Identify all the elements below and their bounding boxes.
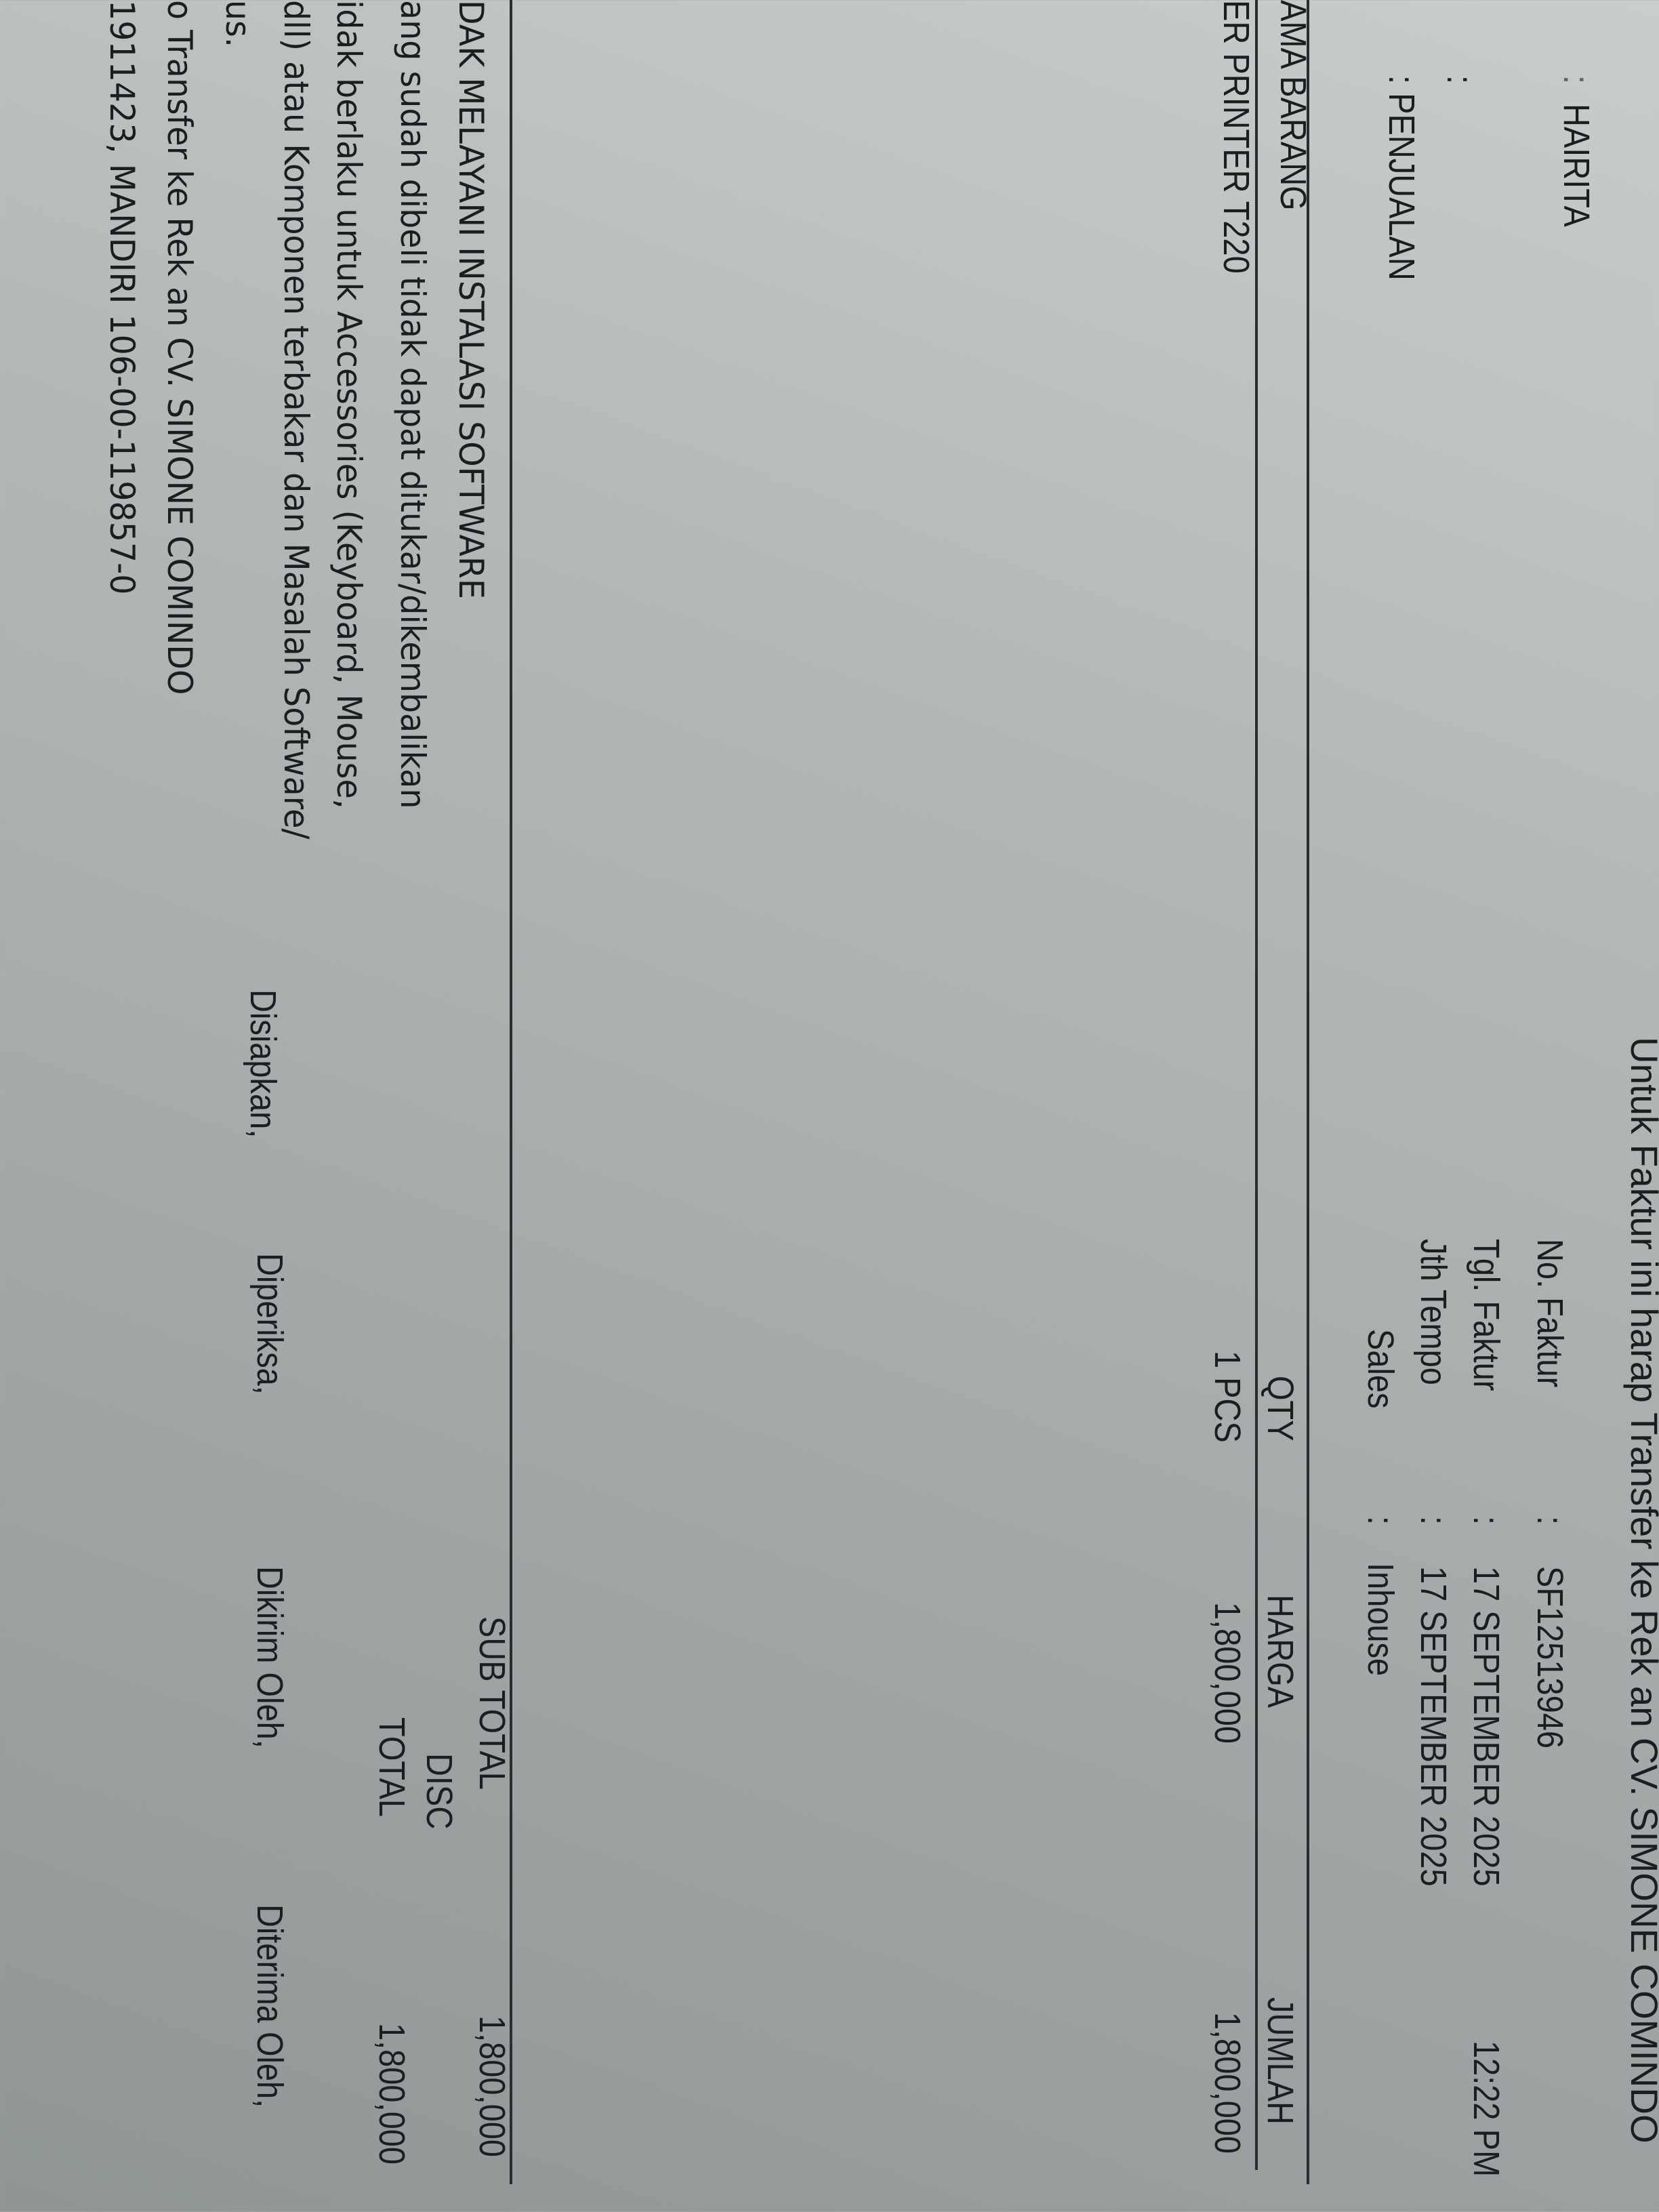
- signature-checked: Diperiksa,: [249, 1253, 290, 1395]
- invoice-no-value: SF12513946: [1530, 1566, 1570, 1749]
- transaction-type: : PENJUALAN: [1381, 75, 1422, 281]
- sales-label: Sales: [1360, 1329, 1401, 1409]
- note-line: dll) atau Komponen terbakar dan Masalah …: [276, 0, 316, 840]
- invoice-date-value: 17 SEPTEMBER 2025: [1466, 1566, 1507, 1887]
- customer-blank-colon: :: [1439, 75, 1480, 85]
- total-value: 1,800,000: [371, 2023, 412, 2165]
- item-name: ER PRINTER T220: [1216, 0, 1256, 274]
- header-item-name: AMA BARANG: [1273, 0, 1313, 211]
- header-qty: QTY: [1260, 1376, 1300, 1441]
- note-line: o Transfer ke Rek an CV. SIMONE COMINDO: [160, 0, 199, 695]
- customer-name-colon: :: [1556, 75, 1597, 85]
- subtotal-label: SUB TOTAL: [472, 1616, 512, 1790]
- disc-label: DISC: [419, 1753, 459, 1830]
- sales-value: Inhouse: [1360, 1563, 1401, 1677]
- note-line: DAK MELAYANI INSTALASI SOFTWARE: [451, 0, 491, 600]
- colon: :: [1466, 1516, 1507, 1525]
- transfer-notice: Untuk Faktur ini harap Transfer ke Rek a…: [1623, 1037, 1659, 2144]
- invoice-date-label: Tgl. Faktur: [1466, 1239, 1507, 1391]
- note-line: us.: [218, 0, 258, 47]
- due-date-label: Jth Tempo: [1413, 1239, 1454, 1385]
- note-line: 1911423, MANDIRI 106-00-119857-0: [102, 0, 142, 595]
- subtotal-value: 1,800,000: [472, 2015, 512, 2158]
- invoice-time: 12:22 PM: [1466, 2041, 1507, 2177]
- header-amount: JUMLAH: [1260, 1997, 1300, 2125]
- colon: :: [1413, 1516, 1454, 1525]
- note-line: ang sudah dibeli tidak dapat ditukar/dik…: [393, 0, 432, 809]
- item-amount: 1,800,000: [1207, 2012, 1248, 2154]
- invoice-no-label: No. Faktur: [1530, 1239, 1570, 1388]
- total-label: TOTAL: [371, 1717, 412, 1818]
- item-price: 1,800,000: [1207, 1602, 1248, 1744]
- colon: :: [1360, 1516, 1401, 1525]
- signature-sent: Dikirim Oleh,: [249, 1566, 290, 1748]
- note-line: idak berlaku untuk Accessories (Keyboard…: [329, 0, 369, 809]
- footer-rule: [510, 0, 512, 2184]
- signature-received: Diterima Oleh,: [249, 1904, 290, 2108]
- header-price: HARGA: [1260, 1595, 1300, 1708]
- table-top-rule: [1307, 0, 1309, 2184]
- colon: :: [1530, 1516, 1570, 1525]
- customer-name: HAIRITA: [1556, 104, 1597, 227]
- signature-prepared: Disiapkan,: [243, 989, 283, 1139]
- item-qty: 1 PCS: [1207, 1351, 1248, 1443]
- due-date-value: 17 SEPTEMBER 2025: [1413, 1566, 1454, 1887]
- table-header-rule: [1255, 0, 1258, 2170]
